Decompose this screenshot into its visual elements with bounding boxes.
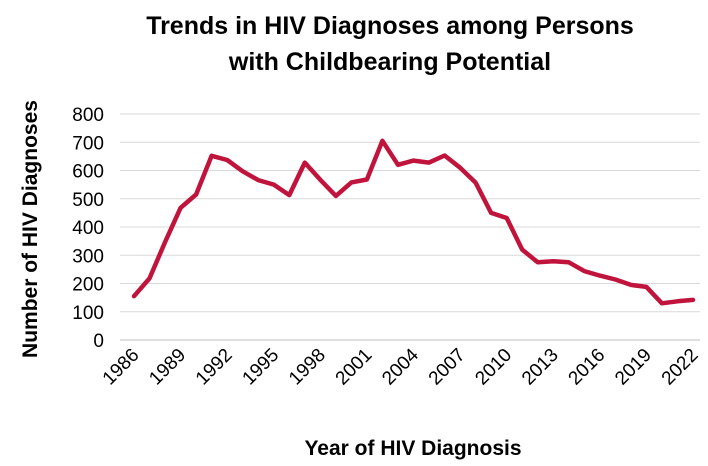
data-point <box>521 249 523 251</box>
data-point <box>692 299 694 301</box>
y-tick-label: 100 <box>72 303 104 324</box>
x-axis-label: Year of HIV Diagnosis <box>304 437 522 460</box>
data-point <box>583 270 585 272</box>
x-tick-label: 2001 <box>332 345 377 390</box>
data-point <box>568 261 570 263</box>
data-point <box>661 302 663 304</box>
data-point <box>537 261 539 263</box>
data-point <box>444 155 446 157</box>
x-tick-label: 1989 <box>145 345 190 390</box>
data-point <box>599 275 601 277</box>
data-point <box>257 179 259 181</box>
data-point <box>164 241 166 243</box>
y-tick-label: 400 <box>72 218 104 239</box>
data-point <box>397 164 399 166</box>
x-tick-label: 2007 <box>425 345 470 390</box>
x-tick-label: 1986 <box>99 345 144 390</box>
data-point <box>273 184 275 186</box>
data-point <box>506 217 508 219</box>
y-tick-label: 800 <box>72 105 104 126</box>
data-point <box>195 194 197 196</box>
data-point <box>614 279 616 281</box>
data-point <box>133 295 135 297</box>
data-point <box>180 207 182 209</box>
data-point <box>242 170 244 172</box>
data-point <box>413 160 414 162</box>
y-tick-label: 600 <box>72 162 104 183</box>
data-point <box>381 140 383 142</box>
data-point <box>676 300 678 302</box>
x-tick-label: 2019 <box>611 345 656 390</box>
data-point <box>490 212 492 214</box>
data-point <box>459 167 461 169</box>
y-tick-label: 500 <box>72 190 104 211</box>
data-point <box>304 162 306 164</box>
x-tick-label: 2010 <box>471 345 516 390</box>
data-point <box>335 195 337 197</box>
data-point <box>149 277 151 279</box>
chart-title: Trends in HIV Diagnoses among Persons wi… <box>70 8 708 80</box>
data-point <box>475 182 477 184</box>
y-tick-label: 700 <box>72 133 104 154</box>
x-tick-label: 1995 <box>239 345 284 390</box>
data-point <box>319 179 321 181</box>
data-point <box>211 155 213 157</box>
y-tick-label: 300 <box>72 246 104 267</box>
y-tick-label: 200 <box>72 275 104 296</box>
chart-title-line-1: Trends in HIV Diagnoses among Persons <box>146 12 634 40</box>
data-point <box>226 159 228 161</box>
data-point <box>630 284 632 286</box>
x-tick-label: 1998 <box>285 345 330 390</box>
data-point <box>552 260 554 262</box>
series-line-0 <box>131 138 696 306</box>
x-tick-label: 1992 <box>192 345 237 390</box>
chart-title-line-2: with Childbearing Potential <box>228 48 552 76</box>
data-point <box>350 181 352 183</box>
y-tick-label: 0 <box>93 331 104 352</box>
data-point <box>366 179 368 181</box>
data-point <box>645 286 647 288</box>
x-tick-label: 2022 <box>658 345 703 390</box>
data-point <box>288 194 290 196</box>
x-tick-label: 2013 <box>518 345 563 390</box>
data-point <box>428 162 430 164</box>
x-tick-label: 2016 <box>565 345 610 390</box>
x-tick-label: 2004 <box>378 344 423 389</box>
